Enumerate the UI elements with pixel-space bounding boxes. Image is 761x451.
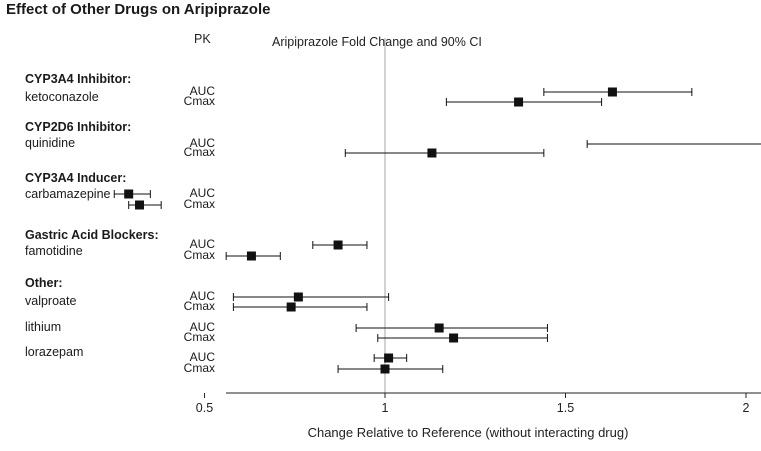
- metric-label: AUC: [189, 186, 215, 200]
- group-title: Other:: [25, 276, 63, 290]
- drug-name: famotidine: [25, 244, 83, 258]
- drug-name: quinidine: [25, 136, 76, 150]
- metric-label: Cmax: [183, 361, 215, 375]
- metric-label: Cmax: [183, 197, 215, 211]
- drug-name: carbamazepine: [25, 187, 111, 201]
- drug-name: lithium: [25, 320, 62, 334]
- metric-label: AUC: [189, 289, 215, 303]
- drug-name: valproate: [25, 294, 77, 308]
- pk-header: PK: [194, 32, 211, 46]
- point-estimate: [380, 364, 390, 374]
- metric-label: AUC: [189, 84, 215, 98]
- point-estimate: [293, 292, 303, 302]
- group-title: CYP2D6 Inhibitor:: [25, 120, 132, 134]
- point-estimate: [384, 353, 394, 363]
- plot-header: Aripiprazole Fold Change and 90% CI: [272, 35, 482, 49]
- metric-label: AUC: [189, 136, 215, 150]
- point-estimate: [607, 87, 617, 97]
- x-tick-label: 2: [743, 401, 750, 415]
- metric-label: Cmax: [183, 330, 215, 344]
- x-tick-label: 0.5: [196, 401, 213, 415]
- x-tick-label: 1: [382, 401, 389, 415]
- point-estimate: [246, 251, 256, 261]
- point-estimate: [333, 240, 343, 250]
- metric-label: Cmax: [183, 94, 215, 108]
- point-estimate: [124, 189, 134, 199]
- point-estimate: [449, 333, 459, 343]
- metric-label: Cmax: [183, 248, 215, 262]
- drug-name: ketoconazole: [25, 90, 99, 104]
- group-title: CYP3A4 Inducer:: [25, 171, 127, 185]
- x-tick-label: 1.5: [557, 401, 574, 415]
- point-estimate: [135, 200, 145, 210]
- chart-title: Effect of Other Drugs on Aripiprazole: [6, 1, 271, 18]
- drug-name: lorazepam: [25, 345, 84, 359]
- metric-label: AUC: [189, 350, 215, 364]
- group-title: CYP3A4 Inhibitor:: [25, 72, 132, 86]
- point-estimate: [514, 97, 524, 107]
- metric-label: AUC: [189, 320, 215, 334]
- group-title: Gastric Acid Blockers:: [25, 228, 159, 242]
- point-estimate: [286, 302, 296, 312]
- x-axis-title: Change Relative to Reference (without in…: [308, 425, 629, 440]
- point-estimate: [434, 323, 444, 333]
- metric-label: Cmax: [183, 145, 215, 159]
- point-estimate: [427, 148, 437, 158]
- metric-label: AUC: [189, 237, 215, 251]
- metric-label: Cmax: [183, 299, 215, 313]
